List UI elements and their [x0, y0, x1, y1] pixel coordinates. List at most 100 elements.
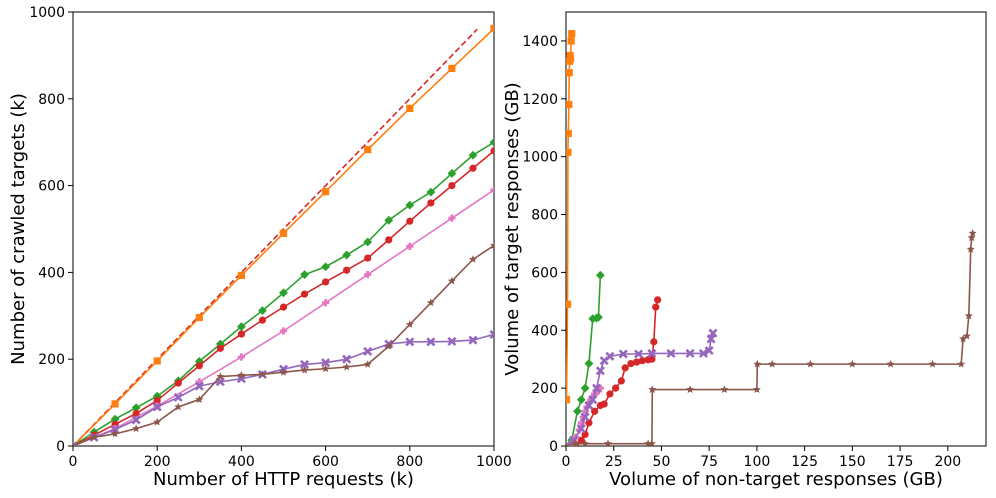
data-point-brown: [686, 385, 695, 393]
data-point-orange: [364, 145, 372, 154]
data-point-red: [406, 217, 414, 225]
data-point-purple: [584, 400, 594, 411]
data-point-orange: [568, 30, 576, 38]
right-chart: 0 25 50 75 100 125 150 175 200 0 200 400 600 800 1000 1…: [502, 11, 987, 490]
data-point-purple: [666, 348, 676, 358]
data-point-purple: [447, 336, 457, 346]
y-tick-label: 1400: [522, 34, 558, 50]
data-point-orange: [448, 64, 456, 73]
data-point-green: [342, 250, 352, 260]
series-line-orange: [73, 27, 494, 446]
y-tick-label: 0: [56, 439, 65, 455]
y-axis-label: Number of crawled targets (k): [8, 93, 29, 365]
data-point-brown: [384, 341, 393, 350]
data-point-purple: [605, 351, 615, 361]
data-point-red: [195, 362, 203, 370]
data-point-brown: [806, 359, 815, 368]
data-point-pink: [279, 327, 288, 335]
data-point-brown: [968, 229, 977, 237]
data-point-red: [600, 400, 608, 408]
data-point-purple: [194, 381, 204, 391]
data-point-red: [279, 303, 288, 311]
data-point-green: [580, 383, 590, 393]
data-point-pink: [195, 378, 203, 386]
data-point-brown: [581, 439, 590, 446]
data-point-purple: [152, 402, 162, 412]
data-point-brown: [426, 298, 435, 307]
data-point-red: [469, 164, 477, 172]
x-tick-label: 150: [839, 454, 866, 470]
y-tick-label: 1200: [522, 92, 558, 108]
data-point-orange: [566, 148, 572, 156]
data-point-red: [300, 290, 309, 298]
data-point-orange: [566, 300, 572, 308]
data-point-red: [490, 147, 494, 155]
data-point-brown: [300, 365, 309, 374]
data-point-red: [621, 364, 629, 372]
data-point-purple: [405, 337, 415, 347]
y-tick-label: 600: [38, 179, 65, 195]
data-point-purple: [468, 335, 478, 345]
data-point-purple: [363, 346, 373, 356]
y-tick-label: 200: [531, 381, 558, 397]
y-tick-label: 400: [38, 265, 65, 281]
data-point-orange: [195, 313, 203, 322]
data-point-green: [584, 359, 594, 368]
data-point-brown: [174, 402, 183, 411]
y-tick-label: 800: [38, 92, 65, 108]
data-point-brown: [566, 441, 570, 446]
data-point-purple: [708, 328, 718, 338]
data-point-red: [606, 390, 614, 398]
series-line-brown: [566, 233, 974, 446]
data-point-green: [576, 395, 586, 405]
data-point-green: [321, 262, 330, 272]
x-tick-label: 100: [744, 454, 771, 470]
x-tick-label: 75: [700, 454, 718, 470]
data-point-green: [300, 270, 309, 279]
data-point-red: [577, 436, 585, 444]
x-tick-label: 50: [653, 454, 671, 470]
data-point-pink: [592, 388, 601, 397]
data-point-red: [322, 278, 330, 286]
data-point-brown: [363, 360, 372, 368]
data-point-green: [405, 200, 415, 210]
x-tick-label: 200: [934, 454, 961, 470]
data-point-purple: [566, 441, 571, 446]
data-point-green: [426, 187, 436, 197]
data-point-red: [648, 355, 656, 363]
data-point-brown: [604, 439, 612, 446]
data-point-brown: [279, 368, 288, 376]
data-point-purple: [576, 424, 586, 434]
data-point-red: [132, 409, 140, 418]
data-point-red: [364, 254, 372, 262]
x-axis-label: Number of HTTP requests (k): [153, 469, 414, 490]
data-point-orange: [566, 100, 573, 109]
data-point-green: [489, 137, 494, 147]
data-point-purple: [342, 354, 352, 364]
data-point-purple: [634, 349, 644, 359]
data-point-pink: [596, 384, 604, 392]
y-tick-label: 600: [531, 265, 558, 281]
data-point-green: [110, 414, 120, 424]
data-point-purple: [698, 348, 708, 358]
data-point-orange: [566, 396, 571, 404]
y-tick-label: 1000: [29, 5, 65, 21]
data-point-green: [363, 237, 373, 247]
data-point-purple: [706, 334, 716, 344]
data-point-red: [654, 296, 662, 304]
data-point-pink: [322, 299, 330, 307]
data-point-brown: [73, 441, 77, 446]
data-point-brown: [153, 417, 162, 426]
data-point-purple: [173, 392, 183, 402]
x-tick-label: 0: [562, 454, 571, 470]
data-point-red: [633, 358, 641, 366]
x-tick-label: 400: [228, 454, 255, 470]
data-point-green: [594, 312, 603, 322]
x-tick-label: 1000: [476, 454, 512, 470]
data-point-brown: [571, 439, 580, 446]
data-point-brown: [237, 371, 246, 379]
data-point-orange: [153, 357, 161, 365]
data-point-purple: [489, 329, 494, 339]
data-point-pink: [448, 214, 456, 222]
data-point-pink: [587, 396, 595, 404]
